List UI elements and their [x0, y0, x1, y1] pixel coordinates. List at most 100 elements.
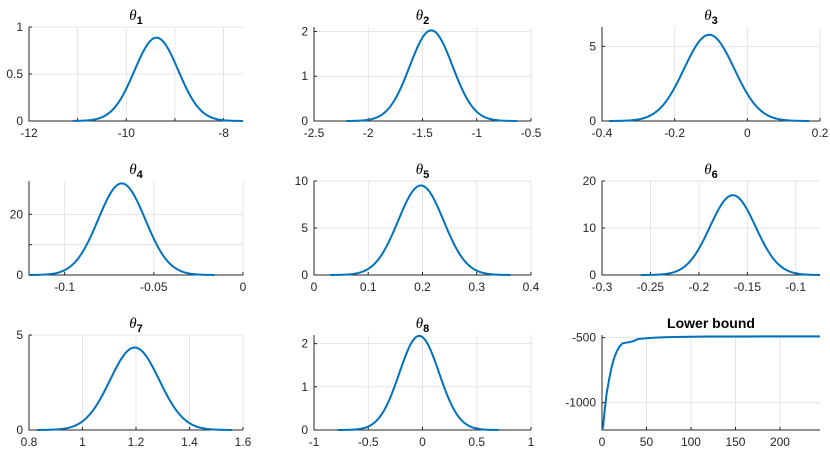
x-tick-label: -1	[309, 435, 320, 449]
y-tick-label: 1	[16, 20, 23, 34]
x-tick-label: -0.2	[664, 126, 685, 140]
x-tick-label: -8	[218, 126, 229, 140]
y-tick-label: 2	[301, 337, 308, 351]
axes	[28, 335, 243, 431]
plot-title: θ3	[704, 8, 718, 27]
x-tick-label: -0.4	[592, 126, 613, 140]
x-tick-label: -0.1	[54, 280, 75, 294]
x-tick-label: -2.5	[304, 126, 325, 140]
x-tick-label: 50	[640, 435, 654, 449]
axes	[601, 181, 820, 276]
x-tick-label: 0.3	[468, 280, 485, 294]
x-tick-label: 1.2	[128, 435, 145, 449]
x-tick-label: 0	[240, 280, 247, 294]
subplot-5: 0 0.1 0.2 0.3 0.4 0 5 10 θ5	[295, 162, 540, 294]
y-tick-label: 0	[16, 268, 23, 282]
x-tick-label: 0.2	[812, 126, 829, 140]
y-tick-label: 0	[589, 268, 596, 282]
plot-title: Lower bound	[667, 315, 755, 331]
x-tick-label: -1.5	[412, 126, 433, 140]
series-line	[330, 184, 511, 276]
plot-title: θ6	[704, 162, 718, 181]
series-line	[37, 346, 233, 431]
x-tick-label: 150	[725, 435, 745, 449]
x-tick-label: 0	[599, 435, 606, 449]
plot-title: θ5	[416, 162, 430, 181]
axes	[601, 27, 820, 122]
y-tick-label: 20	[10, 207, 24, 221]
x-tick-label: -0.3	[592, 280, 613, 294]
y-tick-label: 5	[301, 221, 308, 235]
axes	[313, 181, 531, 276]
x-tick-label: 1	[528, 435, 535, 449]
y-tick-label: 0	[16, 423, 23, 437]
subplot-6: -0.3 -0.25 -0.2 -0.15 -0.1 0 10 20 θ6	[583, 162, 821, 294]
x-tick-label: 100	[681, 435, 701, 449]
subplot-1: -12 -10 -8 0 0.5 1 θ1	[6, 8, 244, 140]
x-tick-label: 0.8	[21, 435, 38, 449]
y-tick-label: -500	[572, 331, 596, 345]
x-tick-label: 0.4	[523, 280, 540, 294]
y-tick-label: -1000	[565, 396, 596, 410]
y-tick-label: 5	[16, 328, 23, 342]
x-tick-label: -1	[471, 126, 482, 140]
plot-title: θ7	[129, 316, 143, 335]
x-tick-label: 1.4	[181, 435, 198, 449]
subplot-8: -1 -0.5 0 0.5 1 0 1 2 θ8	[301, 316, 534, 449]
y-tick-label: 0.5	[6, 67, 23, 81]
x-tick-label: 0	[311, 280, 318, 294]
subplot-3: -0.4 -0.2 0 0.2 0 5 θ3	[589, 8, 828, 140]
y-tick-label: 2	[301, 24, 308, 38]
plot-title: θ4	[129, 162, 143, 181]
series-line	[601, 335, 820, 429]
x-tick-label: 0	[419, 435, 426, 449]
plot-title: θ2	[416, 8, 430, 27]
axes	[601, 335, 820, 431]
axes	[28, 181, 243, 276]
y-tick-label: 10	[295, 174, 309, 188]
series-line	[609, 33, 810, 122]
x-tick-label: -10	[118, 126, 136, 140]
plot-title: θ8	[416, 316, 430, 335]
x-tick-label: -0.15	[734, 280, 762, 294]
x-tick-label: 1.6	[235, 435, 252, 449]
y-tick-label: 1	[301, 69, 308, 83]
x-tick-label: -0.1	[785, 280, 806, 294]
y-tick-label: 0	[589, 114, 596, 128]
y-tick-label: 0	[301, 268, 308, 282]
x-tick-label: 0.5	[468, 435, 485, 449]
x-tick-label: -0.05	[140, 280, 168, 294]
subplot-4: -0.1 -0.05 0 0 20 θ4	[10, 162, 247, 294]
y-tick-label: 10	[583, 221, 597, 235]
x-tick-label: -0.2	[689, 280, 710, 294]
series-line	[337, 334, 499, 431]
series-line	[640, 194, 821, 276]
subplot-9: 0 50 100 150 200 -1000 -500 Lower bound	[565, 315, 820, 449]
plot-title: θ1	[129, 8, 143, 27]
x-tick-label: 0.1	[360, 280, 377, 294]
y-tick-label: 20	[583, 174, 597, 188]
x-tick-label: -12	[20, 126, 38, 140]
x-tick-label: 0	[744, 126, 751, 140]
series-line	[72, 36, 244, 122]
subplot-7: 0.8 1 1.2 1.4 1.6 0 5 θ7	[16, 316, 251, 449]
x-tick-label: -0.5	[521, 126, 542, 140]
x-tick-label: -0.5	[358, 435, 379, 449]
axes	[313, 335, 531, 431]
x-tick-label: -2	[363, 126, 374, 140]
axes	[28, 27, 243, 122]
series-line	[346, 29, 517, 122]
y-tick-label: 1	[301, 380, 308, 394]
x-tick-label: 0.2	[414, 280, 431, 294]
y-tick-label: 5	[589, 39, 596, 53]
x-tick-label: 1	[79, 435, 86, 449]
axes	[313, 27, 531, 122]
y-tick-label: 0	[301, 423, 308, 437]
y-tick-label: 0	[301, 114, 308, 128]
x-tick-label: 200	[770, 435, 790, 449]
subplot-2: -2.5 -2 -1.5 -1 -0.5 0 1 2 θ2	[301, 8, 541, 140]
x-tick-label: -0.25	[637, 280, 665, 294]
series-line	[28, 182, 215, 276]
y-tick-label: 0	[16, 114, 23, 128]
